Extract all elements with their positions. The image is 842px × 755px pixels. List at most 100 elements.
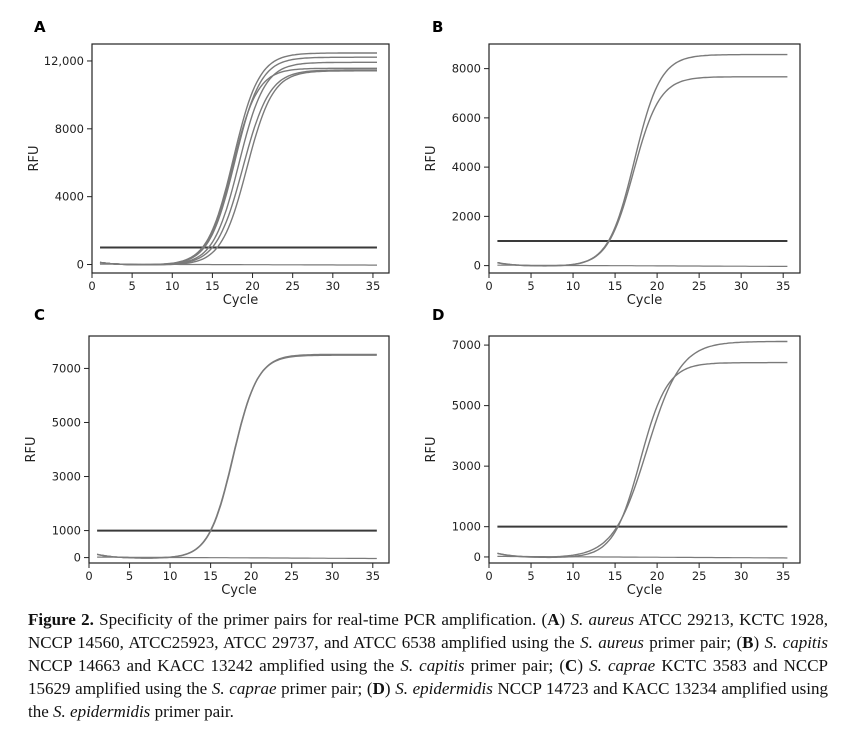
caption-species-d2: S. epidermidis: [53, 702, 151, 721]
y-tick-label-d: 3000: [452, 459, 481, 473]
x-tick-label-b: 0: [485, 279, 492, 293]
panel-letter-c: C: [34, 306, 45, 324]
x-tick-label-b: 30: [734, 279, 749, 293]
x-tick-label-c: 5: [126, 569, 133, 583]
x-tick-label-c: 30: [325, 569, 340, 583]
caption-species-b2: S. capitis: [400, 656, 465, 675]
x-tick-label-b: 25: [692, 279, 707, 293]
x-tick-label-d: 35: [776, 569, 791, 583]
amplification-curve-d-2: [497, 361, 788, 559]
x-tick-label-c: 35: [365, 569, 380, 583]
y-tick-label-d: 0: [474, 550, 481, 564]
caption-text-b: NCCP 14663 and KACC 13242 amplified usin…: [28, 656, 401, 675]
y-tick-label-c: 5000: [52, 415, 81, 429]
x-tick-label-a: 10: [165, 279, 180, 293]
caption-key-d: D: [372, 679, 385, 698]
amplification-curve-a-2: [99, 56, 377, 266]
panel-d: D 0 5 10 15 20 25 30 35 0 1000 3000 5000 7000 Cycle RFU: [424, 306, 801, 598]
caption-end-c: primer pair; (: [276, 679, 373, 698]
y-tick-label-c: 3000: [52, 470, 81, 484]
x-axis-label-c: Cycle: [221, 583, 257, 598]
y-tick-label-c: 1000: [52, 524, 81, 538]
caption-species-c: S. caprae: [589, 656, 656, 675]
x-tick-label-a: 5: [128, 279, 135, 293]
x-tick-label-a: 25: [285, 279, 300, 293]
y-tick-label-b: 8000: [452, 62, 481, 76]
amplification-curve-a-3: [99, 61, 377, 266]
x-axis-label-b: Cycle: [627, 293, 663, 308]
amplification-curve-a-1: [99, 52, 377, 266]
x-axis-label-d: Cycle: [627, 583, 663, 598]
caption-species-d: S. epidermidis: [395, 679, 493, 698]
x-axis-label-a: Cycle: [223, 293, 259, 308]
x-tick-label-b: 15: [608, 279, 623, 293]
x-tick-label-b: 5: [527, 279, 534, 293]
y-tick-label-d: 1000: [452, 520, 481, 534]
x-tick-label-b: 20: [650, 279, 665, 293]
x-tick-label-a: 30: [325, 279, 340, 293]
panel-letter-b: B: [432, 18, 443, 36]
y-tick-label-b: 2000: [452, 209, 481, 223]
plot-frame-b: [488, 43, 801, 274]
y-tick-label-c: 0: [74, 551, 81, 565]
y-tick-label-d: 7000: [452, 338, 481, 352]
caption-species-a: S. aureus: [570, 610, 635, 629]
caption-intro: Specificity of the primer pairs for real…: [93, 610, 548, 629]
amplification-curve-c-1: [96, 353, 377, 559]
caption-species-a2: S. aureus: [580, 633, 644, 652]
x-tick-label-d: 0: [485, 569, 492, 583]
caption-end-b: primer pair; (: [464, 656, 566, 675]
x-tick-label-d: 30: [734, 569, 749, 583]
caption-key-c: C: [565, 656, 578, 675]
x-tick-label-a: 15: [205, 279, 220, 293]
amplification-curve-c-2: [96, 354, 377, 559]
x-tick-label-b: 10: [566, 279, 581, 293]
y-tick-label-a: 12,000: [44, 54, 84, 68]
panel-b: B 0 5 10 15 20 25 30 35 0 2000 4000 6000 8000 Cycle RFU: [424, 18, 801, 308]
caption-text-d: NCCP 14723 and KACC 13234 amplified usin…: [28, 679, 828, 721]
x-tick-label-a: 20: [245, 279, 260, 293]
y-axis-label-c: RFU: [24, 436, 39, 462]
x-tick-label-d: 20: [650, 569, 665, 583]
x-tick-label-d: 5: [527, 569, 534, 583]
y-axis-label-a: RFU: [27, 145, 42, 171]
x-tick-label-c: 20: [244, 569, 259, 583]
x-tick-label-a: 0: [88, 279, 95, 293]
panel-a: A 0 5 10 15 20 25 30 35 0 4000 8000 12,000 Cycle RFU: [27, 18, 390, 308]
x-tick-label-c: 15: [203, 569, 218, 583]
y-tick-label-b: 4000: [452, 160, 481, 174]
x-tick-label-d: 15: [608, 569, 623, 583]
x-tick-label-c: 10: [163, 569, 178, 583]
amplification-curve-a-6: [99, 70, 377, 266]
y-tick-label-b: 6000: [452, 111, 481, 125]
x-tick-label-d: 10: [566, 569, 581, 583]
caption-text-c: KCTC 3583 and NCCP 15629 amplified using…: [28, 656, 829, 698]
y-tick-label-d: 5000: [452, 399, 481, 413]
y-axis-label-b: RFU: [424, 145, 439, 171]
y-tick-label-a: 0: [77, 258, 84, 272]
panel-letter-a: A: [34, 18, 46, 36]
figure-2-panels: A 0 5 10 15 20 25 30 35 0 4000 8000 12,000 Cycle RFU B 0…: [24, 18, 801, 598]
x-tick-label-a: 35: [366, 279, 381, 293]
panel-letter-d: D: [432, 306, 444, 324]
caption-key-a: A: [547, 610, 560, 629]
caption-end-d: primer pair.: [150, 702, 234, 721]
y-tick-label-a: 4000: [55, 190, 84, 204]
y-tick-label-b: 0: [474, 259, 481, 273]
y-tick-label-a: 8000: [55, 122, 84, 136]
caption-key-b: B: [742, 633, 754, 652]
figure-caption: Figure 2. Specificity of the primer pair…: [28, 610, 829, 721]
plot-frame-a: [91, 43, 390, 274]
x-tick-label-d: 25: [692, 569, 707, 583]
y-axis-label-d: RFU: [424, 436, 439, 462]
plot-frame-d: [488, 335, 801, 564]
x-tick-label-b: 35: [776, 279, 791, 293]
caption-label: Figure 2.: [28, 610, 94, 629]
caption-end-a: primer pair; (: [643, 633, 743, 652]
x-tick-label-c: 0: [85, 569, 92, 583]
amplification-curve-d-1: [497, 340, 788, 558]
y-tick-label-c: 7000: [52, 361, 81, 375]
caption-text-a: ATCC 29213, KCTC 1928, NCCP 14560, ATCC2…: [28, 610, 828, 652]
panel-c: C 0 5 10 15 20 25 30 35 0 1000 3000 5000 7000 Cycle RFU: [24, 306, 390, 598]
caption-species-b: S. capitis: [764, 633, 828, 652]
